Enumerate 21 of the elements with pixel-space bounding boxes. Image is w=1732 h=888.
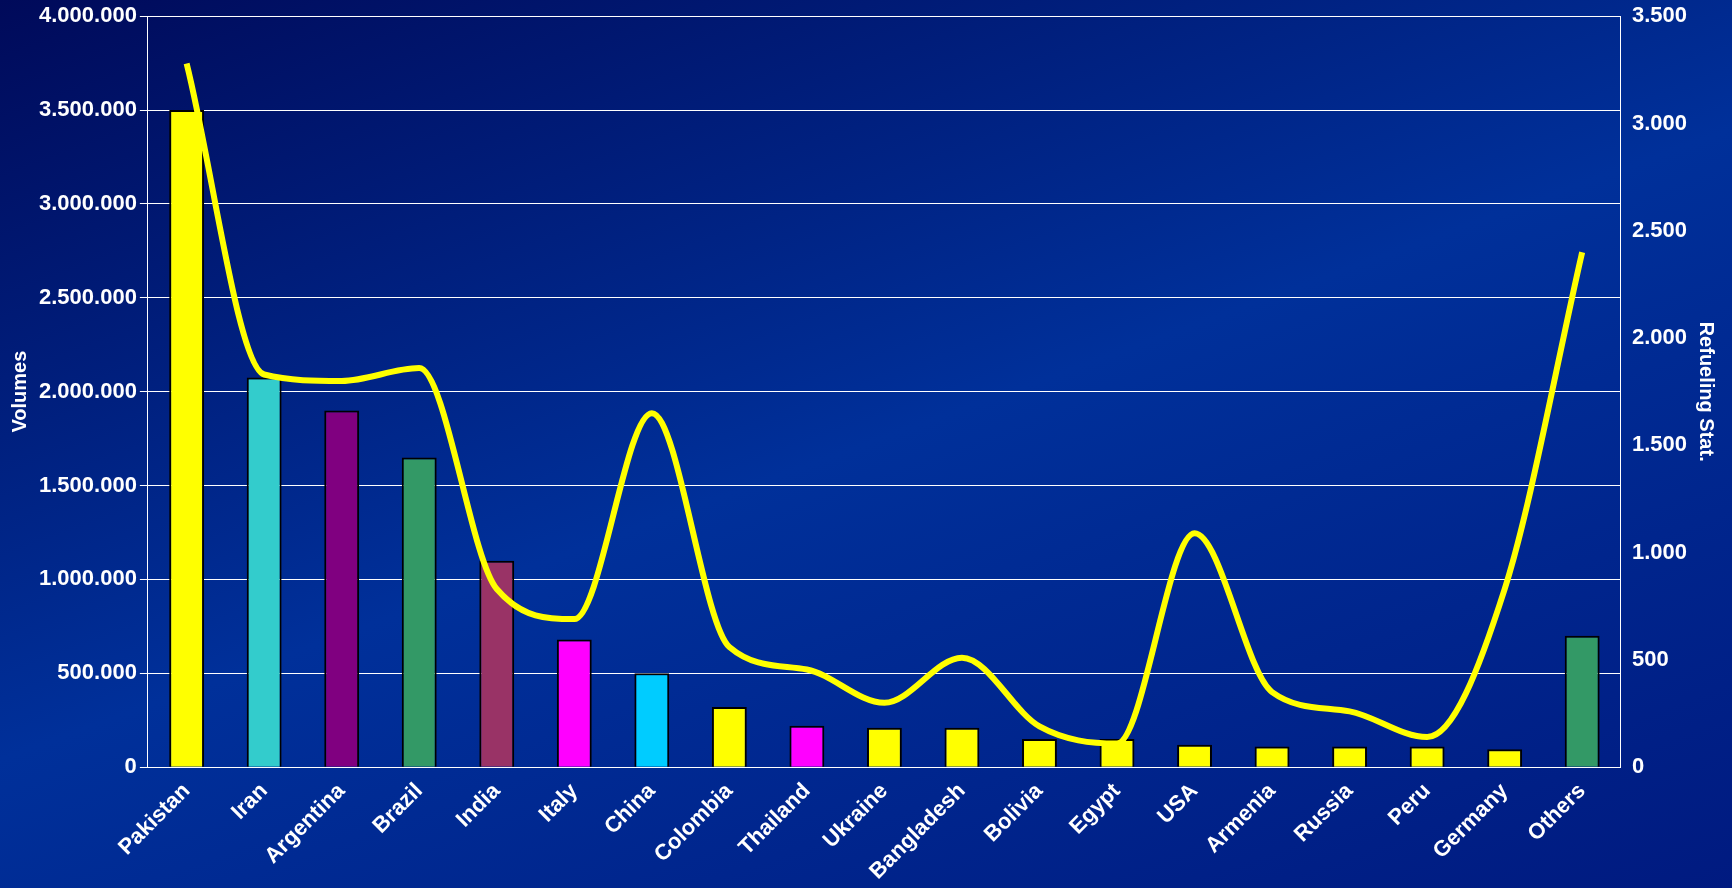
y-tick-label: 2.000.000 bbox=[39, 377, 137, 403]
y2-tick-label: 500 bbox=[1631, 645, 1669, 671]
y-tick-label: 3.500.000 bbox=[39, 96, 137, 122]
y-tick-label: 3.000.000 bbox=[39, 190, 137, 215]
y2-tick-label: 2.500 bbox=[1631, 216, 1688, 242]
x-tick-label: USA bbox=[1151, 777, 1203, 829]
y-tick-label: 0 bbox=[124, 753, 137, 779]
x-tick-label: Iran bbox=[225, 777, 272, 824]
y2-tick-label: 1.500 bbox=[1631, 431, 1688, 457]
y-tick-label: 1.000.000 bbox=[39, 565, 137, 591]
y2-axis-title: Refueling Stat. bbox=[1696, 321, 1719, 462]
y2-tick-label: 1.000 bbox=[1631, 538, 1688, 564]
y2-tick-label: 3.000 bbox=[1631, 109, 1688, 135]
y2-tick-label: 3.500 bbox=[1631, 2, 1688, 28]
y-tick-label: 2.500.000 bbox=[39, 283, 137, 309]
y2-tick-label: 0 bbox=[1631, 753, 1645, 779]
y-tick-label: 4.000.000 bbox=[39, 2, 137, 28]
y-tick-label: 1.500.000 bbox=[39, 471, 137, 497]
y-tick-label: 500.000 bbox=[57, 659, 137, 685]
y2-tick-label: 2.000 bbox=[1631, 324, 1688, 350]
y-axis-title: Volumes bbox=[7, 350, 30, 433]
